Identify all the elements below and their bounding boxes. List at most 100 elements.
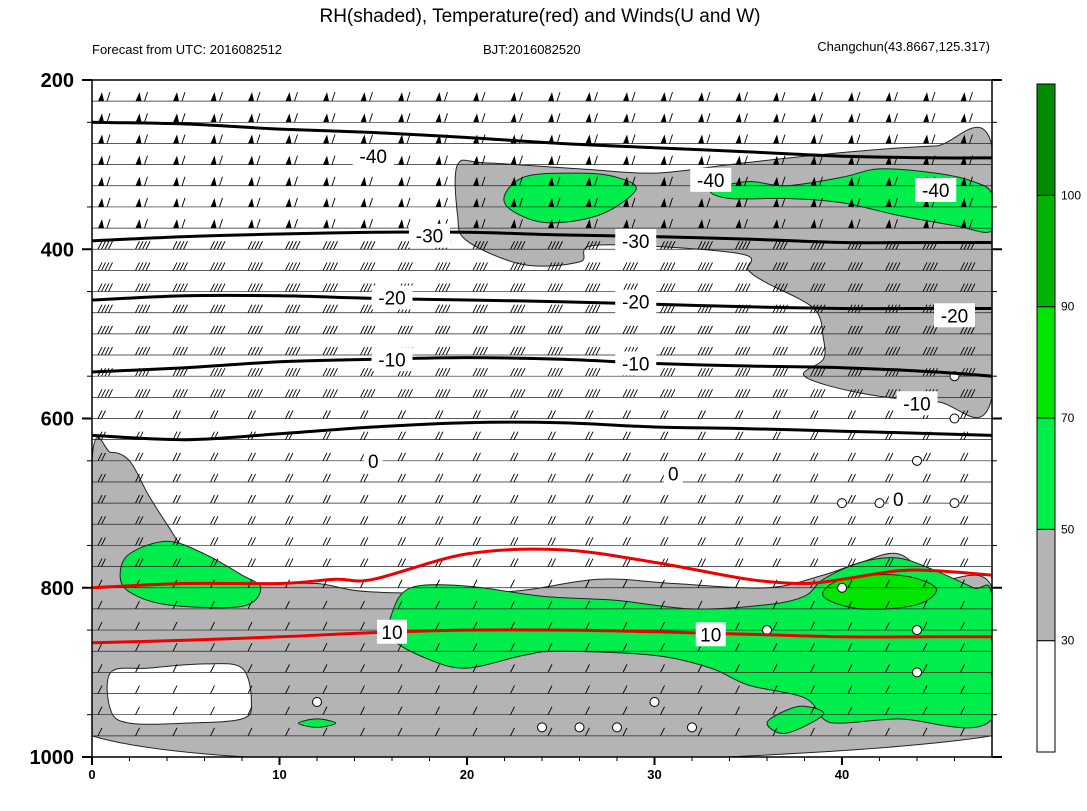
- wind-feather: [810, 664, 815, 673]
- wind-feather: [708, 325, 713, 335]
- wind-feather: [97, 389, 103, 398]
- wind-feather: [322, 558, 328, 567]
- wind-feather: [745, 325, 751, 335]
- contour-label-box: [352, 144, 394, 169]
- wind-feather: [172, 473, 178, 483]
- wind-feather: [135, 241, 140, 250]
- wind-feather: [888, 262, 894, 271]
- wind-feather: [847, 600, 853, 610]
- wind-feather: [885, 558, 890, 567]
- wind-feather: [108, 389, 113, 398]
- wind-feather: [847, 452, 853, 462]
- forecast-info: Forecast from UTC: 2016082512: [92, 42, 282, 57]
- wind-feather: [510, 664, 515, 673]
- wind-feather: [701, 537, 706, 546]
- wind-feather: [360, 621, 365, 631]
- wind-feather: [854, 389, 860, 398]
- wind-feather: [322, 643, 328, 652]
- wind-flag: [698, 113, 704, 123]
- wind-feather: [667, 389, 672, 398]
- wind-feather: [810, 516, 815, 525]
- wind-feather: [220, 389, 226, 398]
- wind-feather: [435, 537, 440, 546]
- wind-feather: [708, 241, 713, 250]
- wind-flag: [585, 92, 592, 102]
- wind-feather: [479, 325, 485, 335]
- wind-feather: [510, 346, 515, 356]
- wind-feather: [520, 241, 526, 250]
- wind-flag: [323, 219, 329, 229]
- wind-feather: [701, 410, 706, 419]
- wind-feather: [701, 241, 706, 250]
- wind-flag: [360, 176, 367, 186]
- wind-feather: [969, 92, 973, 102]
- wind-flag: [960, 113, 967, 123]
- wind-feather: [445, 304, 451, 313]
- wind-flag: [285, 92, 292, 102]
- colorbar-swatch: [1036, 528, 1056, 642]
- wind-feather: [547, 558, 553, 567]
- wind-feather: [401, 389, 406, 398]
- wind-feather: [285, 558, 290, 567]
- wind-feather: [401, 452, 406, 462]
- temperature-contour: [92, 547, 992, 590]
- wind-flag: [585, 134, 592, 144]
- wind-feather: [97, 452, 103, 462]
- wind-feather: [247, 389, 253, 398]
- wind-feather: [701, 325, 706, 335]
- wind-feather: [172, 452, 178, 462]
- wind-feather: [813, 283, 819, 292]
- wind-feather: [481, 176, 486, 186]
- wind-flag: [173, 92, 179, 102]
- wind-flag: [360, 113, 367, 123]
- wind-feather: [856, 92, 861, 102]
- wind-feather: [708, 283, 713, 292]
- wind-feather: [585, 346, 590, 356]
- wind-feather: [697, 706, 703, 715]
- wind-feather: [472, 537, 478, 546]
- wind-feather: [933, 262, 938, 271]
- wind-feather: [885, 579, 890, 588]
- wind-feather: [963, 516, 969, 525]
- wind-feather: [472, 685, 478, 694]
- wind-feather: [783, 283, 788, 292]
- wind-feather: [594, 113, 598, 123]
- wind-feather: [595, 241, 601, 250]
- wind-feather: [363, 516, 369, 525]
- wind-flag: [623, 113, 629, 123]
- wind-feather: [960, 283, 965, 292]
- wind-feather: [510, 494, 515, 504]
- wind-feather: [813, 346, 819, 356]
- wind-feather: [551, 325, 556, 335]
- wind-feather: [106, 113, 111, 123]
- wind-feather: [922, 473, 928, 483]
- wind-feather: [851, 410, 856, 419]
- wind-feather: [697, 664, 703, 673]
- wind-feather: [697, 410, 703, 419]
- wind-feather: [258, 346, 263, 356]
- wind-feather: [588, 558, 594, 567]
- wind-feather: [247, 685, 253, 694]
- wind-flag: [548, 155, 554, 165]
- wind-feather: [397, 431, 403, 440]
- wind-flag: [435, 113, 442, 123]
- wind-feather: [706, 113, 711, 123]
- wind-feather: [669, 155, 673, 165]
- wind-feather: [810, 283, 815, 292]
- wind-feather: [551, 389, 556, 398]
- wind-feather: [181, 134, 186, 144]
- wind-feather: [847, 537, 853, 546]
- wind-feather: [256, 218, 261, 229]
- wind-feather: [367, 283, 372, 292]
- wind-feather: [104, 346, 110, 356]
- wind-feather: [851, 516, 856, 525]
- wind-feather: [176, 325, 181, 335]
- wind-flag: [435, 92, 442, 102]
- wind-feather: [595, 262, 601, 271]
- wind-feather: [885, 346, 890, 356]
- wind-feather: [810, 600, 815, 610]
- wind-feather: [251, 325, 256, 335]
- wind-feather: [735, 706, 740, 715]
- wind-feather: [585, 579, 590, 588]
- wind-feather: [247, 283, 253, 292]
